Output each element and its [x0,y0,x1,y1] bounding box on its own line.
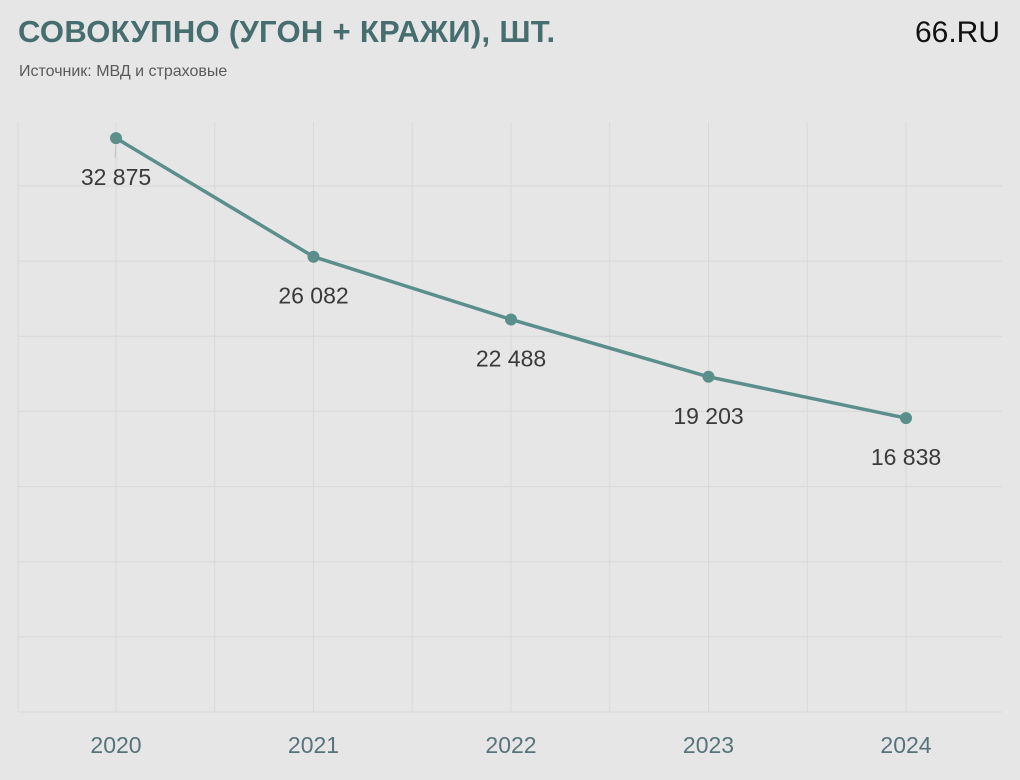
data-point [900,412,912,425]
x-tick-label: 2024 [880,732,931,758]
chart-title: СОВОКУПНО (УГОН + КРАЖИ), ШТ. [18,14,556,49]
x-tick-label: 2022 [485,732,536,758]
data-point [110,132,122,145]
data-point [307,250,320,263]
x-tick-label: 2020 [90,732,141,758]
data-point [702,370,715,383]
x-tick-label: 2023 [683,732,734,758]
data-point [505,313,517,326]
chart-source: Источник: МВД и страховые [19,63,228,80]
label-leader [114,144,117,159]
data-label: 32 875 [81,164,151,190]
x-tick-label: 2021 [288,732,339,758]
data-label: 16 838 [871,444,941,470]
data-label: 19 203 [673,403,743,429]
data-label: 26 082 [278,283,348,309]
brand-logo: 66.RU [914,16,1000,49]
data-label: 22 488 [476,345,546,371]
